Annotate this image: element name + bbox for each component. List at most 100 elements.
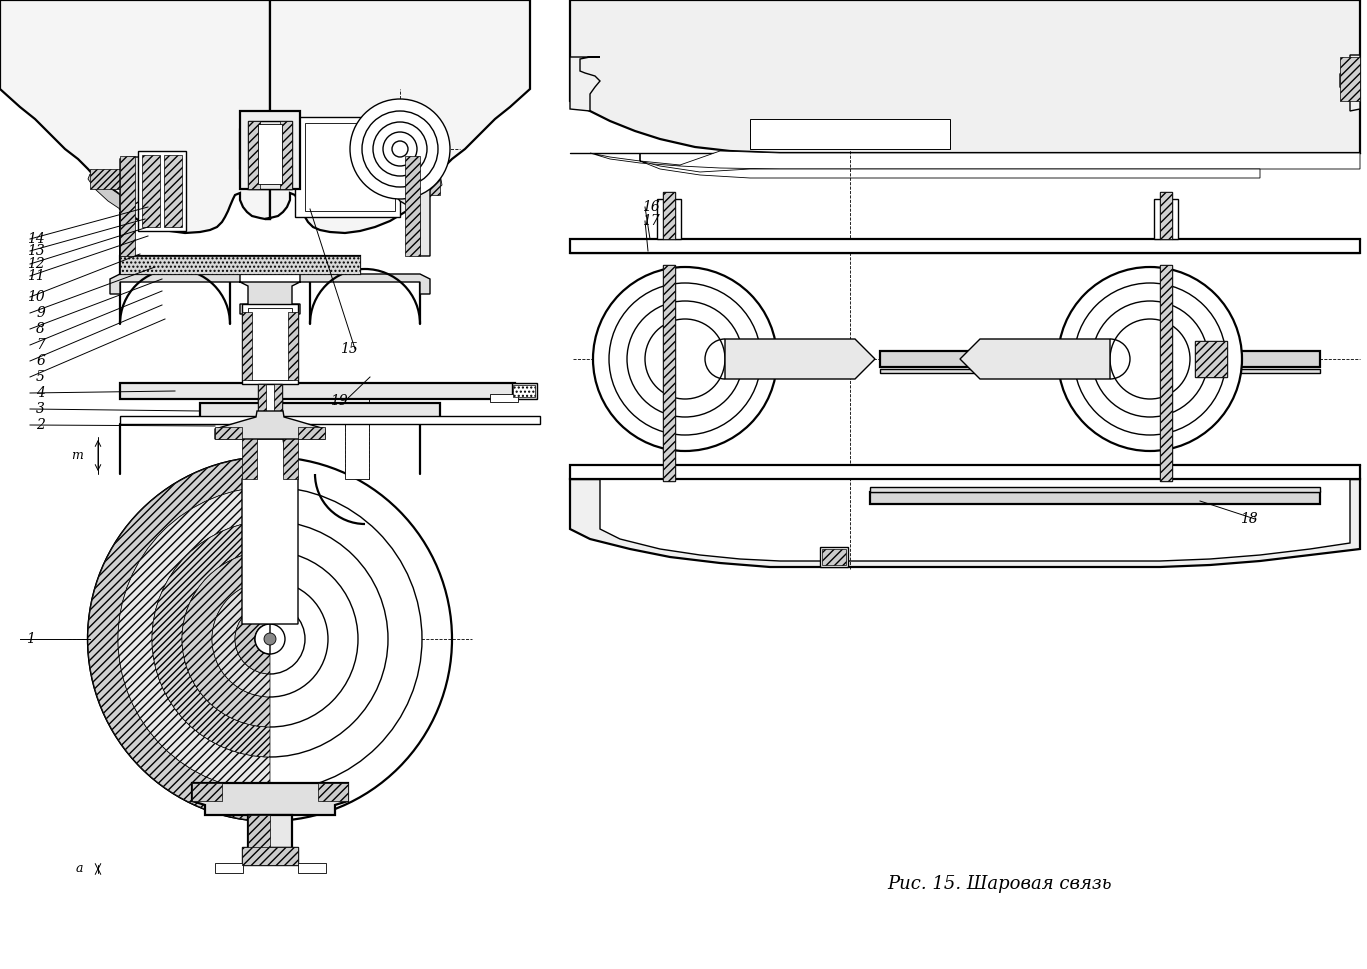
Wedge shape [212, 581, 271, 697]
Circle shape [182, 551, 358, 727]
Text: Рис. 15. Шаровая связь: Рис. 15. Шаровая связь [887, 875, 1113, 893]
Bar [663, 192, 675, 239]
Bar [344, 384, 369, 479]
Text: 5: 5 [36, 370, 45, 384]
Bar [1172, 199, 1178, 239]
Polygon shape [410, 174, 442, 209]
Polygon shape [640, 153, 1260, 178]
Bar [90, 169, 122, 189]
Bar [319, 783, 349, 801]
Text: 14: 14 [27, 232, 45, 246]
Bar [120, 256, 360, 274]
Wedge shape [182, 551, 271, 727]
Bar [247, 815, 293, 848]
Bar [298, 863, 325, 873]
Bar [258, 384, 282, 479]
Text: 4: 4 [36, 386, 45, 400]
Wedge shape [212, 581, 271, 697]
Polygon shape [215, 411, 325, 439]
Circle shape [212, 581, 328, 697]
Text: a: a [75, 862, 83, 876]
Bar [258, 124, 282, 184]
Bar [247, 308, 293, 380]
Bar [138, 151, 186, 231]
Circle shape [627, 301, 744, 417]
Text: m: m [71, 449, 83, 462]
Text: 6: 6 [36, 354, 45, 368]
Polygon shape [600, 479, 1351, 561]
Circle shape [1058, 267, 1243, 451]
Bar [241, 111, 299, 189]
Polygon shape [570, 479, 1360, 567]
Text: 9: 9 [36, 306, 45, 320]
Text: 18: 18 [1240, 512, 1258, 526]
Bar [1340, 57, 1360, 101]
Polygon shape [395, 157, 431, 256]
Bar [120, 383, 515, 399]
Bar [242, 304, 298, 384]
Bar [1154, 199, 1161, 239]
Bar [1195, 341, 1228, 377]
Bar [247, 815, 271, 848]
Wedge shape [256, 624, 271, 654]
Bar [663, 192, 675, 239]
Text: 8: 8 [36, 322, 45, 336]
Text: 7: 7 [36, 338, 45, 352]
Bar [658, 199, 663, 239]
Bar [750, 119, 950, 149]
Bar [258, 384, 267, 479]
Wedge shape [152, 521, 271, 757]
Circle shape [610, 283, 761, 435]
Circle shape [264, 633, 276, 645]
Circle shape [118, 487, 422, 791]
Wedge shape [118, 487, 271, 791]
Bar [215, 863, 243, 873]
Text: 17: 17 [642, 214, 660, 228]
Bar [1161, 192, 1172, 239]
Circle shape [350, 99, 450, 199]
Bar [247, 121, 293, 189]
Bar [513, 383, 537, 399]
Bar [407, 175, 440, 195]
Polygon shape [591, 151, 1360, 169]
Bar [822, 549, 846, 565]
Polygon shape [570, 57, 600, 111]
Polygon shape [120, 157, 152, 256]
Text: 13: 13 [27, 244, 45, 258]
Circle shape [383, 132, 417, 166]
Polygon shape [1195, 341, 1228, 377]
Bar [288, 312, 298, 380]
Text: 19: 19 [329, 394, 347, 408]
Wedge shape [118, 487, 271, 791]
Polygon shape [960, 339, 1110, 379]
Circle shape [152, 521, 388, 757]
Wedge shape [235, 604, 271, 674]
Circle shape [373, 122, 427, 176]
Circle shape [1074, 283, 1226, 435]
Bar [298, 427, 325, 439]
Text: 2: 2 [36, 418, 45, 432]
Bar [120, 256, 360, 274]
Bar [663, 265, 675, 481]
Polygon shape [242, 439, 298, 624]
Circle shape [392, 141, 407, 157]
Circle shape [645, 319, 725, 399]
Polygon shape [109, 274, 431, 314]
Wedge shape [87, 457, 271, 821]
Circle shape [593, 267, 776, 451]
Bar [191, 783, 221, 801]
Bar [242, 437, 257, 479]
Circle shape [362, 111, 437, 187]
Bar [273, 384, 282, 479]
Polygon shape [265, 0, 530, 233]
Bar [142, 155, 160, 227]
Bar [869, 487, 1321, 492]
Bar [880, 369, 1321, 373]
Bar [663, 265, 675, 481]
Polygon shape [191, 783, 349, 815]
Bar [305, 123, 395, 211]
Bar [880, 351, 1321, 367]
Text: 10: 10 [27, 290, 45, 304]
Bar [489, 394, 518, 402]
Wedge shape [235, 604, 271, 674]
